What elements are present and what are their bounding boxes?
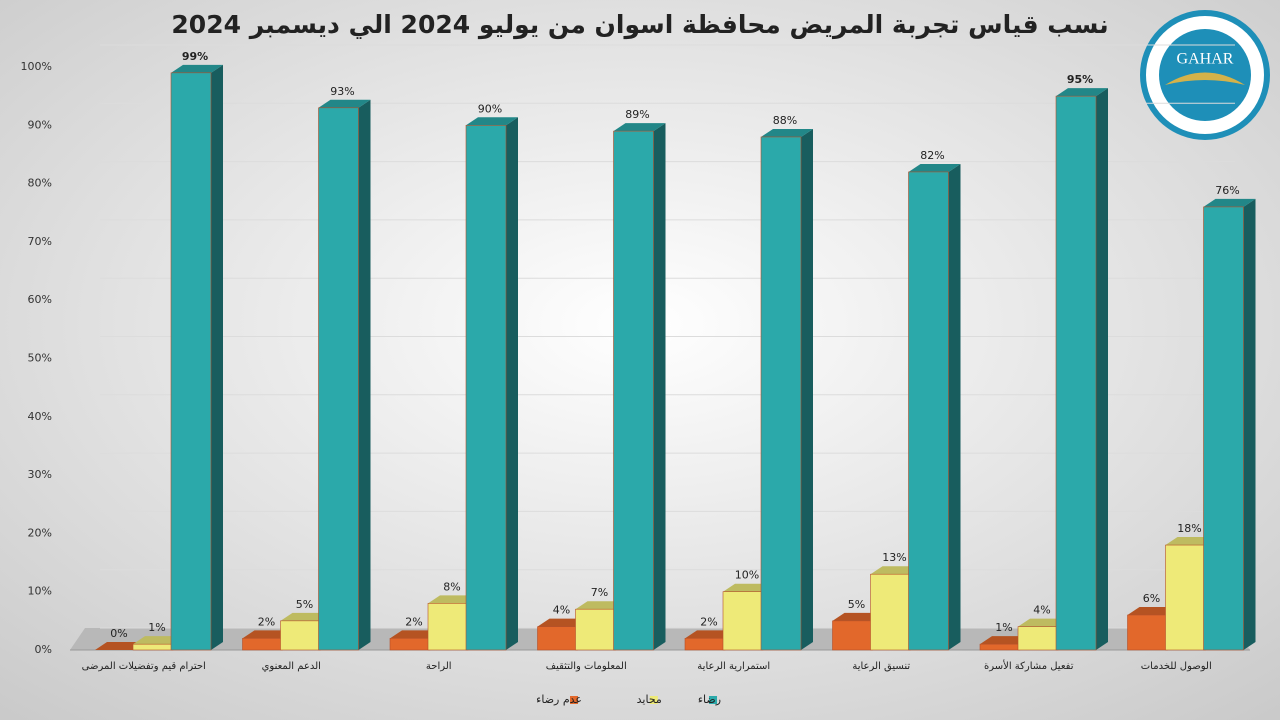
value-label: 4%: [553, 604, 570, 617]
legend-swatch: [649, 696, 658, 704]
bar: [722, 591, 764, 651]
bar-top: [908, 163, 961, 172]
y-tick-label: 70%: [28, 235, 52, 248]
bar-top: [1056, 88, 1108, 97]
y-tick-label: 100%: [21, 60, 52, 73]
bar-top: [613, 123, 666, 132]
value-label: 76%: [1215, 184, 1239, 197]
value-label: 18%: [1177, 522, 1201, 535]
y-tick-label: 30%: [28, 468, 52, 481]
value-label: 0%: [110, 627, 127, 640]
bar-top: [761, 128, 813, 137]
bar: [389, 638, 431, 651]
bar: [170, 72, 212, 651]
bar: [1017, 626, 1059, 651]
value-label: 8%: [443, 580, 460, 593]
value-label: 10%: [735, 569, 759, 582]
logo-wings: [1165, 72, 1245, 85]
bar-side: [1243, 198, 1256, 651]
bar: [684, 638, 726, 651]
value-label: 89%: [625, 108, 649, 121]
y-tick-label: 60%: [28, 293, 52, 306]
legend-label: عدم رضاء: [536, 693, 582, 706]
legend-label: رضاء: [698, 693, 721, 706]
value-label: 90%: [478, 102, 502, 115]
bar-top: [466, 117, 518, 126]
legend-swatch: [570, 696, 578, 704]
bar-side: [1096, 88, 1108, 650]
bar: [979, 643, 1021, 651]
bar: [280, 620, 321, 651]
bar-side: [653, 123, 666, 650]
bar-top: [1203, 198, 1256, 207]
value-label: 93%: [330, 85, 354, 98]
bar-side: [358, 99, 371, 650]
value-label: 88%: [773, 114, 797, 127]
bar: [537, 626, 578, 651]
x-tick-label: الراحة: [426, 661, 452, 672]
y-tick-label: 40%: [28, 410, 52, 423]
legend-label: محايد: [637, 693, 662, 706]
y-tick-label: 20%: [28, 526, 52, 539]
x-tick-label: احترام قيم وتفضيلات المرضى: [82, 661, 206, 672]
y-tick-label: 10%: [28, 585, 52, 598]
bar-side: [948, 163, 961, 650]
bar: [760, 136, 802, 651]
bar: [832, 620, 873, 651]
x-tick-label: تفعيل مشاركة الأسرة: [984, 659, 1074, 672]
value-label: 4%: [1033, 604, 1050, 617]
bar: [1165, 544, 1206, 651]
value-label: 5%: [296, 598, 313, 611]
logo: GAHAR: [1140, 10, 1270, 140]
value-label: 1%: [995, 621, 1012, 634]
legend-swatch: [709, 696, 718, 704]
chart-title: نسب قياس تجربة المريض محافظة اسوان من يو…: [171, 10, 1108, 40]
bar: [242, 638, 283, 651]
bar: [318, 107, 359, 651]
logo-text: GAHAR: [1177, 51, 1234, 68]
value-label: 7%: [591, 586, 608, 599]
legend: عدم رضاء محايد رضاء: [536, 693, 721, 706]
bar: [613, 130, 654, 651]
bar-side: [801, 128, 813, 650]
value-label: 2%: [258, 615, 275, 628]
value-label: 6%: [1143, 592, 1160, 605]
bar-top: [318, 99, 371, 108]
bar: [870, 573, 911, 651]
value-label: 1%: [148, 621, 165, 634]
value-label: 2%: [700, 615, 717, 628]
bar-top: [171, 64, 223, 73]
value-label: 5%: [848, 598, 865, 611]
y-tick-label: 0%: [35, 643, 52, 656]
x-tick-label: المعلومات والتثقيف: [546, 661, 627, 672]
bar: [132, 643, 174, 651]
bar: [1203, 206, 1244, 651]
bar-side: [506, 117, 518, 651]
bar: [1127, 614, 1168, 651]
value-label: 95%: [1067, 73, 1093, 86]
x-tick-label: الوصول للخدمات: [1141, 661, 1212, 672]
y-tick-label: 80%: [28, 177, 52, 190]
y-tick-label: 50%: [28, 352, 52, 365]
x-tick-label: الدعم المعنوي: [262, 661, 321, 672]
value-label: 13%: [882, 551, 906, 564]
bar: [427, 603, 469, 651]
bar-side: [211, 64, 223, 650]
bar: [465, 125, 507, 651]
bar: [575, 608, 616, 651]
value-label: 99%: [182, 50, 208, 63]
value-label: 2%: [405, 615, 422, 628]
x-tick-label: تنسيق الرعاية: [852, 661, 910, 672]
bar: [1055, 95, 1097, 651]
plot: 0% 10% 20% 30% 40% 50% 60% 70% 80% 90% 100% احترام …: [21, 44, 1256, 672]
bar: [908, 171, 949, 651]
x-tick-label: استمرارية الرعاية: [697, 661, 770, 672]
value-label: 82%: [920, 149, 944, 162]
y-tick-label: 90%: [28, 118, 52, 131]
